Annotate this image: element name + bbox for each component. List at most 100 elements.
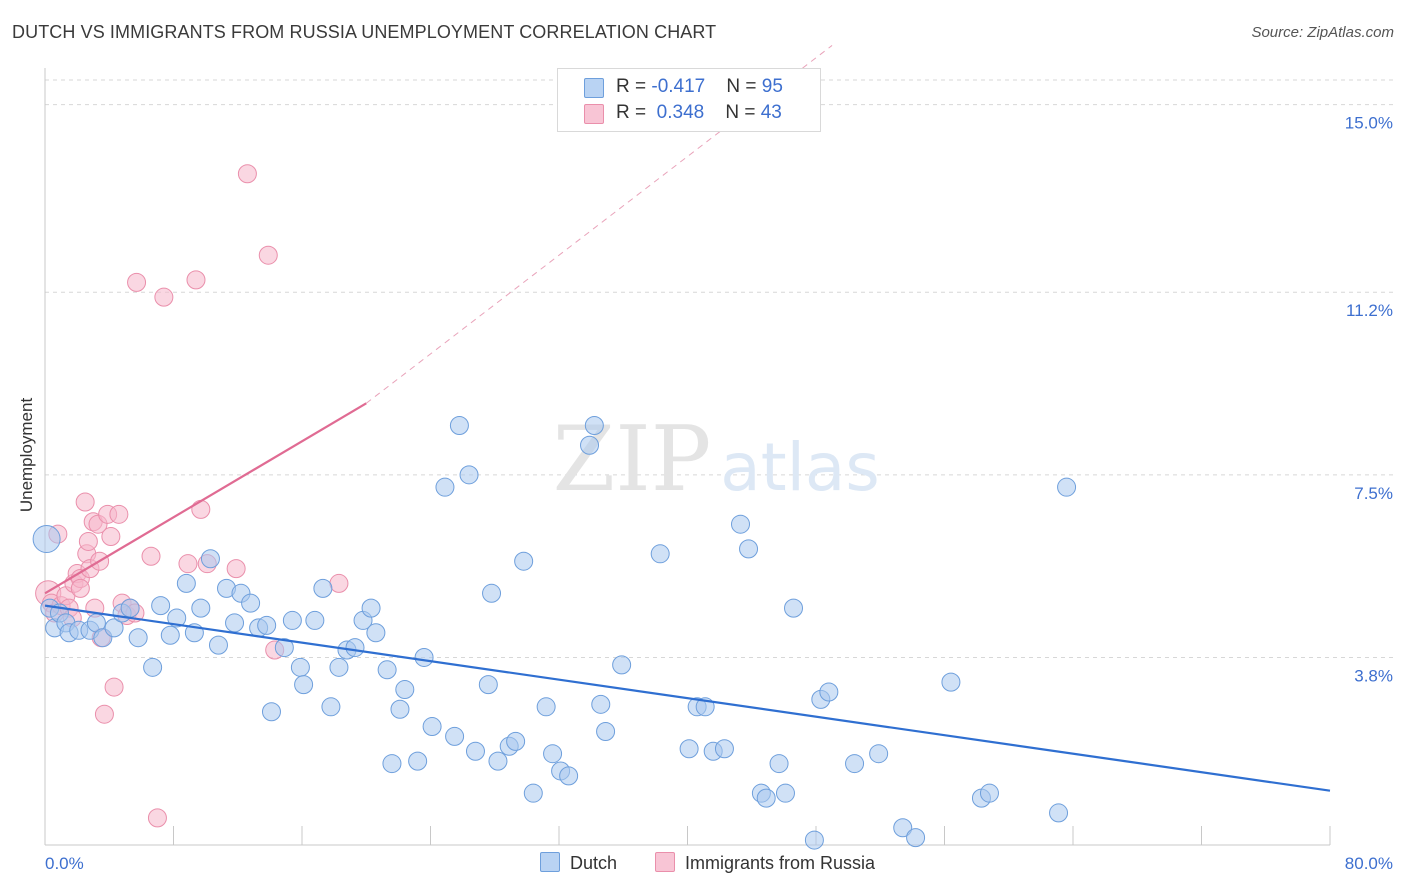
dutch-point [225, 613, 245, 633]
watermark-zip: ZIP [553, 407, 712, 512]
dutch-point [408, 751, 428, 771]
dutch-point [261, 702, 281, 722]
dutch-point [390, 699, 410, 719]
dutch-point [941, 672, 961, 692]
dutch-point [160, 625, 180, 645]
dutch-point [377, 660, 397, 680]
dutch-point [395, 680, 415, 700]
dutch-swatch [584, 78, 604, 98]
russia-swatch [584, 104, 604, 124]
dutch-point [176, 573, 196, 593]
watermark-atlas: atlas [720, 429, 880, 506]
russia-point [329, 573, 349, 593]
dutch-point [482, 583, 502, 603]
dutch-point [445, 726, 465, 746]
dutch-point [906, 828, 926, 848]
dutch-point [739, 539, 759, 559]
russia-points [35, 164, 349, 828]
source-label: Source: ZipAtlas.com [1251, 24, 1394, 41]
dutch-point [543, 744, 563, 764]
dutch-point [756, 788, 776, 808]
dutch-point [804, 830, 824, 850]
dutch-point [241, 593, 261, 613]
dutch-point [449, 415, 469, 435]
y-tick-label: 15.0% [1345, 114, 1393, 133]
dutch-point [784, 598, 804, 618]
legend-n-label-1: N = [726, 76, 762, 97]
russia-point [226, 559, 246, 579]
dutch-point [650, 544, 670, 564]
dutch-point [596, 721, 616, 741]
dutch-point [294, 675, 314, 695]
dutch-point [167, 608, 187, 628]
russia-point [101, 527, 121, 547]
russia-point [186, 270, 206, 290]
bottom-russia-label: Immigrants from Russia [685, 853, 876, 873]
russia-point [237, 164, 257, 184]
dutch-point [321, 697, 341, 717]
dutch-point [382, 754, 402, 774]
dutch-point [459, 465, 479, 485]
dutch-point [143, 657, 163, 677]
russia-point [141, 546, 161, 566]
dutch-point [435, 477, 455, 497]
axes [44, 68, 1331, 846]
y-tick-label: 11.2% [1346, 301, 1393, 320]
bottom-dutch-swatch [540, 852, 560, 872]
dutch-point [313, 578, 333, 598]
dutch-point [366, 623, 386, 643]
y-axis-label: Unemployment [17, 397, 36, 513]
dutch-point [584, 415, 604, 435]
dutch-point [282, 610, 302, 630]
russia-point [70, 578, 90, 598]
dutch-point [329, 657, 349, 677]
dutch-point [414, 647, 434, 667]
bottom-legend-dutch: Dutch [540, 852, 617, 874]
dutch-point [769, 754, 789, 774]
dutch-point [612, 655, 632, 675]
chart-title: DUTCH VS IMMIGRANTS FROM RUSSIA UNEMPLOY… [12, 22, 717, 42]
dutch-point [559, 766, 579, 786]
correlation-legend: R = -0.417 N = 95 R = 0.348 N = 43 [557, 68, 821, 132]
dutch-point [679, 739, 699, 759]
y-tick-label: 7.5% [1354, 484, 1393, 503]
x-tick-label-max: 80.0% [1345, 854, 1393, 873]
dutch-point [580, 435, 600, 455]
y-tick-label: 3.8% [1354, 666, 1393, 685]
bottom-russia-swatch [655, 852, 675, 872]
dutch-point [979, 783, 999, 803]
russia-point [104, 677, 124, 697]
dutch-point [200, 549, 220, 569]
dutch-point [478, 675, 498, 695]
legend-r-value-russia: 0.348 [656, 102, 705, 123]
dutch-point [488, 751, 508, 771]
russia-point [94, 704, 114, 724]
dutch-point [128, 628, 148, 648]
russia-point [154, 287, 174, 307]
dutch-point [714, 739, 734, 759]
dutch-point [1057, 477, 1077, 497]
dutch-point [32, 525, 61, 553]
dutch-point [819, 682, 839, 702]
russia-point [147, 808, 167, 828]
legend-r-label-2: R = [616, 102, 652, 123]
legend-n-label-2: N = [725, 102, 761, 123]
legend-r-label-1: R = [616, 76, 652, 97]
dutch-point [591, 694, 611, 714]
dutch-point [775, 783, 795, 803]
russia-point [178, 554, 198, 574]
dutch-point [290, 657, 310, 677]
dutch-point [465, 741, 485, 761]
x-tick-label-min: 0.0% [45, 854, 84, 873]
russia-point [75, 492, 95, 512]
dutch-point [869, 744, 889, 764]
dutch-point [345, 638, 365, 658]
dutch-point [191, 598, 211, 618]
dutch-point [208, 635, 228, 655]
dutch-point [514, 551, 534, 571]
dutch-point [893, 818, 913, 838]
dutch-point [506, 731, 526, 751]
tick-labels: 3.8% 7.5% 11.2% 15.0% 0.0% 80.0% [45, 114, 1393, 873]
dutch-point [523, 783, 543, 803]
